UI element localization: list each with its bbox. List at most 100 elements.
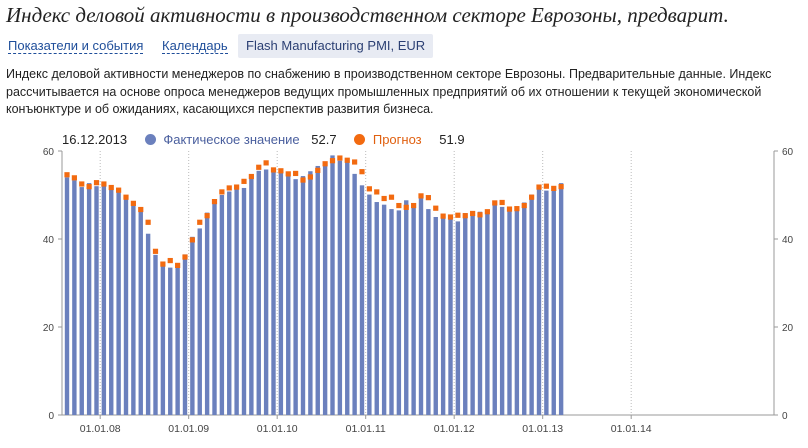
y-tick-label: 0 — [48, 411, 54, 422]
point-forecast — [130, 200, 136, 206]
point-forecast — [270, 167, 277, 173]
bar-actual — [234, 189, 239, 415]
point-forecast — [211, 199, 218, 205]
tab-indicators-events[interactable]: Показатели и события — [8, 38, 144, 54]
y-tick-label: 60 — [43, 147, 55, 158]
bar-actual — [455, 221, 461, 415]
point-forecast — [433, 205, 439, 211]
point-forecast — [293, 170, 299, 177]
bar-actual — [374, 202, 379, 415]
point-forecast — [93, 180, 100, 186]
bar-actual — [212, 202, 217, 415]
bar-actual — [131, 205, 136, 415]
point-forecast — [145, 219, 151, 225]
legend-date: 16.12.2013 — [62, 132, 128, 147]
x-tick-label: 01.01.10 — [257, 423, 298, 435]
point-forecast — [197, 219, 203, 225]
point-forecast — [182, 254, 188, 260]
legend-forecast-value: 51.9 — [439, 132, 465, 147]
bar-actual — [470, 215, 475, 415]
point-forecast — [79, 181, 85, 187]
bar-actual — [404, 200, 409, 415]
bar-actual — [485, 209, 490, 415]
bar-actual — [249, 178, 254, 415]
x-tick-label: 01.01.11 — [346, 423, 386, 435]
point-forecast — [521, 202, 527, 209]
point-forecast — [160, 261, 166, 267]
point-forecast — [241, 178, 247, 184]
point-forecast — [86, 184, 92, 190]
point-forecast — [167, 257, 173, 264]
bar-actual — [529, 194, 534, 415]
point-forecast — [64, 172, 70, 178]
bar-actual — [514, 209, 520, 415]
bar-actual — [190, 236, 195, 415]
point-forecast — [514, 206, 520, 212]
bar-actual — [507, 209, 512, 415]
point-forecast — [226, 185, 232, 191]
y-tick-label: 0 — [782, 411, 788, 422]
legend-actual-value: 52.7 — [311, 132, 337, 147]
bar-actual — [389, 209, 394, 415]
point-forecast — [551, 185, 557, 191]
point-forecast — [396, 202, 402, 209]
bar-actual — [101, 184, 107, 415]
y-tick-label: 40 — [43, 235, 55, 246]
bar-actual — [367, 194, 372, 415]
bar-actual — [492, 204, 497, 415]
legend-actual-label: Фактическое значение — [163, 132, 300, 147]
bar-actual — [123, 198, 129, 415]
point-forecast — [101, 181, 107, 187]
point-forecast — [492, 200, 498, 206]
point-forecast — [108, 184, 114, 191]
point-forecast — [263, 160, 269, 166]
y-tick-label: 60 — [782, 147, 794, 158]
point-forecast — [256, 164, 262, 170]
point-forecast — [71, 175, 77, 181]
point-forecast — [322, 161, 328, 167]
page-title: Индекс деловой активности в производстве… — [6, 3, 729, 27]
point-forecast — [352, 159, 358, 165]
x-tick-label: 01.01.09 — [168, 423, 209, 435]
bar-actual — [315, 165, 320, 415]
x-tick-label: 01.01.14 — [611, 423, 652, 435]
bar-actual — [182, 254, 188, 415]
point-forecast — [418, 193, 424, 199]
bar-actual — [241, 187, 247, 415]
bar-actual — [426, 209, 431, 415]
point-forecast — [543, 183, 549, 189]
bar-actual — [175, 265, 180, 415]
bar-actual — [359, 185, 365, 415]
point-forecast — [506, 206, 513, 212]
bar-actual — [227, 191, 232, 415]
point-forecast — [529, 194, 535, 200]
bar-actual — [145, 233, 151, 415]
bar-actual — [381, 204, 387, 415]
point-forecast — [462, 213, 468, 219]
point-forecast — [477, 212, 483, 218]
bar-actual — [168, 267, 173, 415]
bar-actual — [337, 160, 343, 415]
bar-actual — [558, 183, 564, 415]
bar-actual — [300, 176, 306, 415]
bar-actual — [160, 263, 166, 415]
bar-actual — [138, 211, 143, 415]
point-forecast — [455, 212, 461, 218]
bar-actual — [204, 212, 210, 415]
bar-actual — [271, 169, 276, 415]
x-tick-label: 01.01.13 — [522, 423, 563, 435]
point-forecast — [138, 206, 144, 213]
point-forecast — [300, 177, 306, 183]
bar-actual — [499, 206, 505, 415]
bar-actual — [308, 171, 313, 415]
point-forecast — [536, 184, 542, 190]
point-forecast — [116, 187, 122, 193]
bar-actual — [544, 190, 549, 415]
point-forecast — [470, 210, 476, 217]
point-forecast — [337, 155, 343, 161]
bar-actual — [197, 228, 202, 415]
tab-flash-manufacturing-pmi[interactable]: Flash Manufacturing PMI, EUR — [238, 34, 434, 58]
legend-actual-marker — [144, 134, 156, 145]
tab-calendar[interactable]: Календарь — [162, 38, 228, 54]
point-forecast — [403, 204, 409, 210]
